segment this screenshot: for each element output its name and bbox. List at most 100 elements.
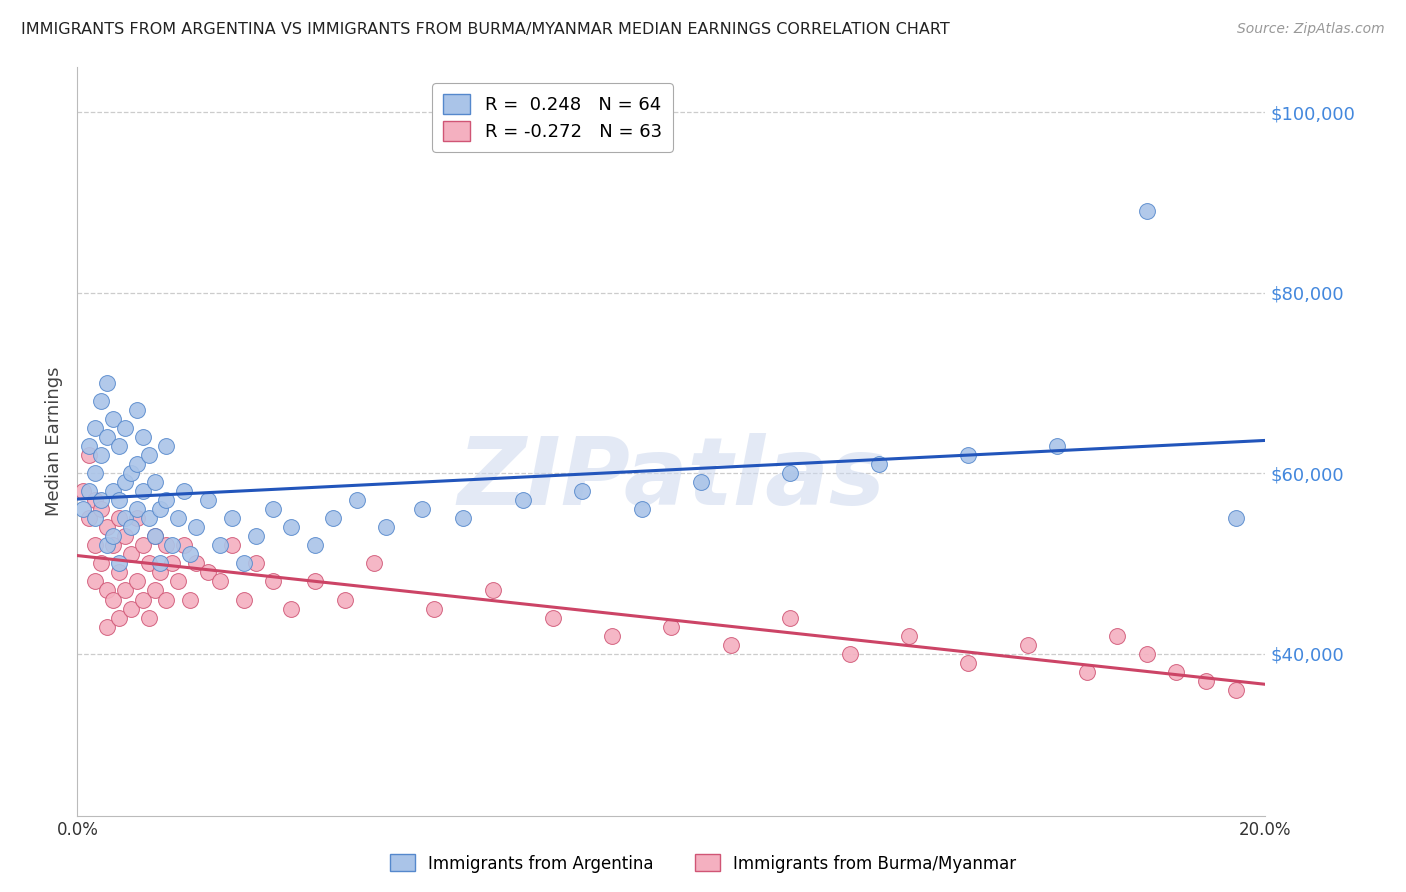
- Point: [101, 538, 124, 552]
- Point: [138, 557, 160, 571]
- Text: ZIPatlas: ZIPatlas: [457, 433, 886, 525]
- Point: [101, 484, 124, 499]
- Point: [114, 511, 136, 525]
- Point: [1105, 629, 1128, 643]
- Point: [84, 421, 107, 435]
- Text: Source: ZipAtlas.com: Source: ZipAtlas.com: [1237, 22, 1385, 37]
- Point: [179, 592, 201, 607]
- Point: [1076, 665, 1098, 679]
- Point: [72, 484, 94, 499]
- Point: [149, 557, 172, 571]
- Point: [125, 403, 148, 417]
- Point: [143, 475, 166, 490]
- Point: [120, 548, 142, 562]
- Point: [1135, 204, 1157, 219]
- Point: [232, 592, 254, 607]
- Point: [77, 448, 100, 462]
- Point: [143, 529, 166, 543]
- Point: [131, 592, 153, 607]
- Point: [72, 502, 94, 516]
- Point: [280, 601, 302, 615]
- Point: [208, 538, 231, 552]
- Point: [173, 484, 195, 499]
- Point: [1166, 665, 1188, 679]
- Point: [167, 574, 190, 589]
- Point: [155, 493, 177, 508]
- Point: [322, 511, 344, 525]
- Point: [108, 511, 131, 525]
- Point: [149, 502, 172, 516]
- Point: [149, 566, 172, 580]
- Point: [186, 520, 208, 534]
- Point: [690, 475, 713, 490]
- Point: [600, 629, 623, 643]
- Point: [108, 566, 131, 580]
- Point: [346, 493, 368, 508]
- Point: [630, 502, 652, 516]
- Point: [143, 529, 166, 543]
- Point: [131, 538, 153, 552]
- Point: [779, 466, 801, 480]
- Point: [838, 647, 860, 661]
- Point: [167, 511, 190, 525]
- Y-axis label: Median Earnings: Median Earnings: [45, 367, 63, 516]
- Point: [90, 448, 112, 462]
- Point: [186, 557, 208, 571]
- Point: [125, 574, 148, 589]
- Point: [333, 592, 356, 607]
- Point: [245, 557, 267, 571]
- Point: [138, 448, 160, 462]
- Point: [108, 557, 131, 571]
- Point: [512, 493, 534, 508]
- Point: [114, 421, 136, 435]
- Point: [422, 601, 444, 615]
- Point: [661, 619, 683, 633]
- Point: [90, 502, 112, 516]
- Point: [363, 557, 385, 571]
- Point: [245, 529, 267, 543]
- Point: [482, 583, 505, 598]
- Point: [1017, 638, 1039, 652]
- Point: [120, 520, 142, 534]
- Point: [101, 592, 124, 607]
- Point: [541, 610, 564, 624]
- Point: [114, 583, 136, 598]
- Point: [101, 412, 124, 426]
- Point: [90, 557, 112, 571]
- Point: [84, 511, 107, 525]
- Point: [453, 511, 475, 525]
- Point: [108, 610, 131, 624]
- Point: [84, 538, 107, 552]
- Legend: R =  0.248   N = 64, R = -0.272   N = 63: R = 0.248 N = 64, R = -0.272 N = 63: [433, 84, 672, 153]
- Point: [197, 566, 219, 580]
- Point: [131, 484, 153, 499]
- Point: [179, 548, 201, 562]
- Point: [720, 638, 742, 652]
- Point: [90, 493, 112, 508]
- Point: [1135, 647, 1157, 661]
- Point: [77, 484, 100, 499]
- Point: [571, 484, 593, 499]
- Point: [96, 538, 118, 552]
- Point: [304, 574, 326, 589]
- Point: [138, 511, 160, 525]
- Point: [262, 502, 284, 516]
- Point: [120, 466, 142, 480]
- Point: [162, 538, 184, 552]
- Point: [1046, 439, 1069, 453]
- Point: [114, 529, 136, 543]
- Point: [221, 511, 243, 525]
- Point: [77, 511, 100, 525]
- Point: [96, 430, 118, 444]
- Legend: Immigrants from Argentina, Immigrants from Burma/Myanmar: Immigrants from Argentina, Immigrants fr…: [382, 847, 1024, 880]
- Point: [173, 538, 195, 552]
- Point: [262, 574, 284, 589]
- Point: [155, 538, 177, 552]
- Point: [84, 574, 107, 589]
- Point: [108, 439, 131, 453]
- Point: [125, 502, 148, 516]
- Point: [114, 475, 136, 490]
- Point: [155, 439, 177, 453]
- Point: [1225, 511, 1247, 525]
- Point: [779, 610, 801, 624]
